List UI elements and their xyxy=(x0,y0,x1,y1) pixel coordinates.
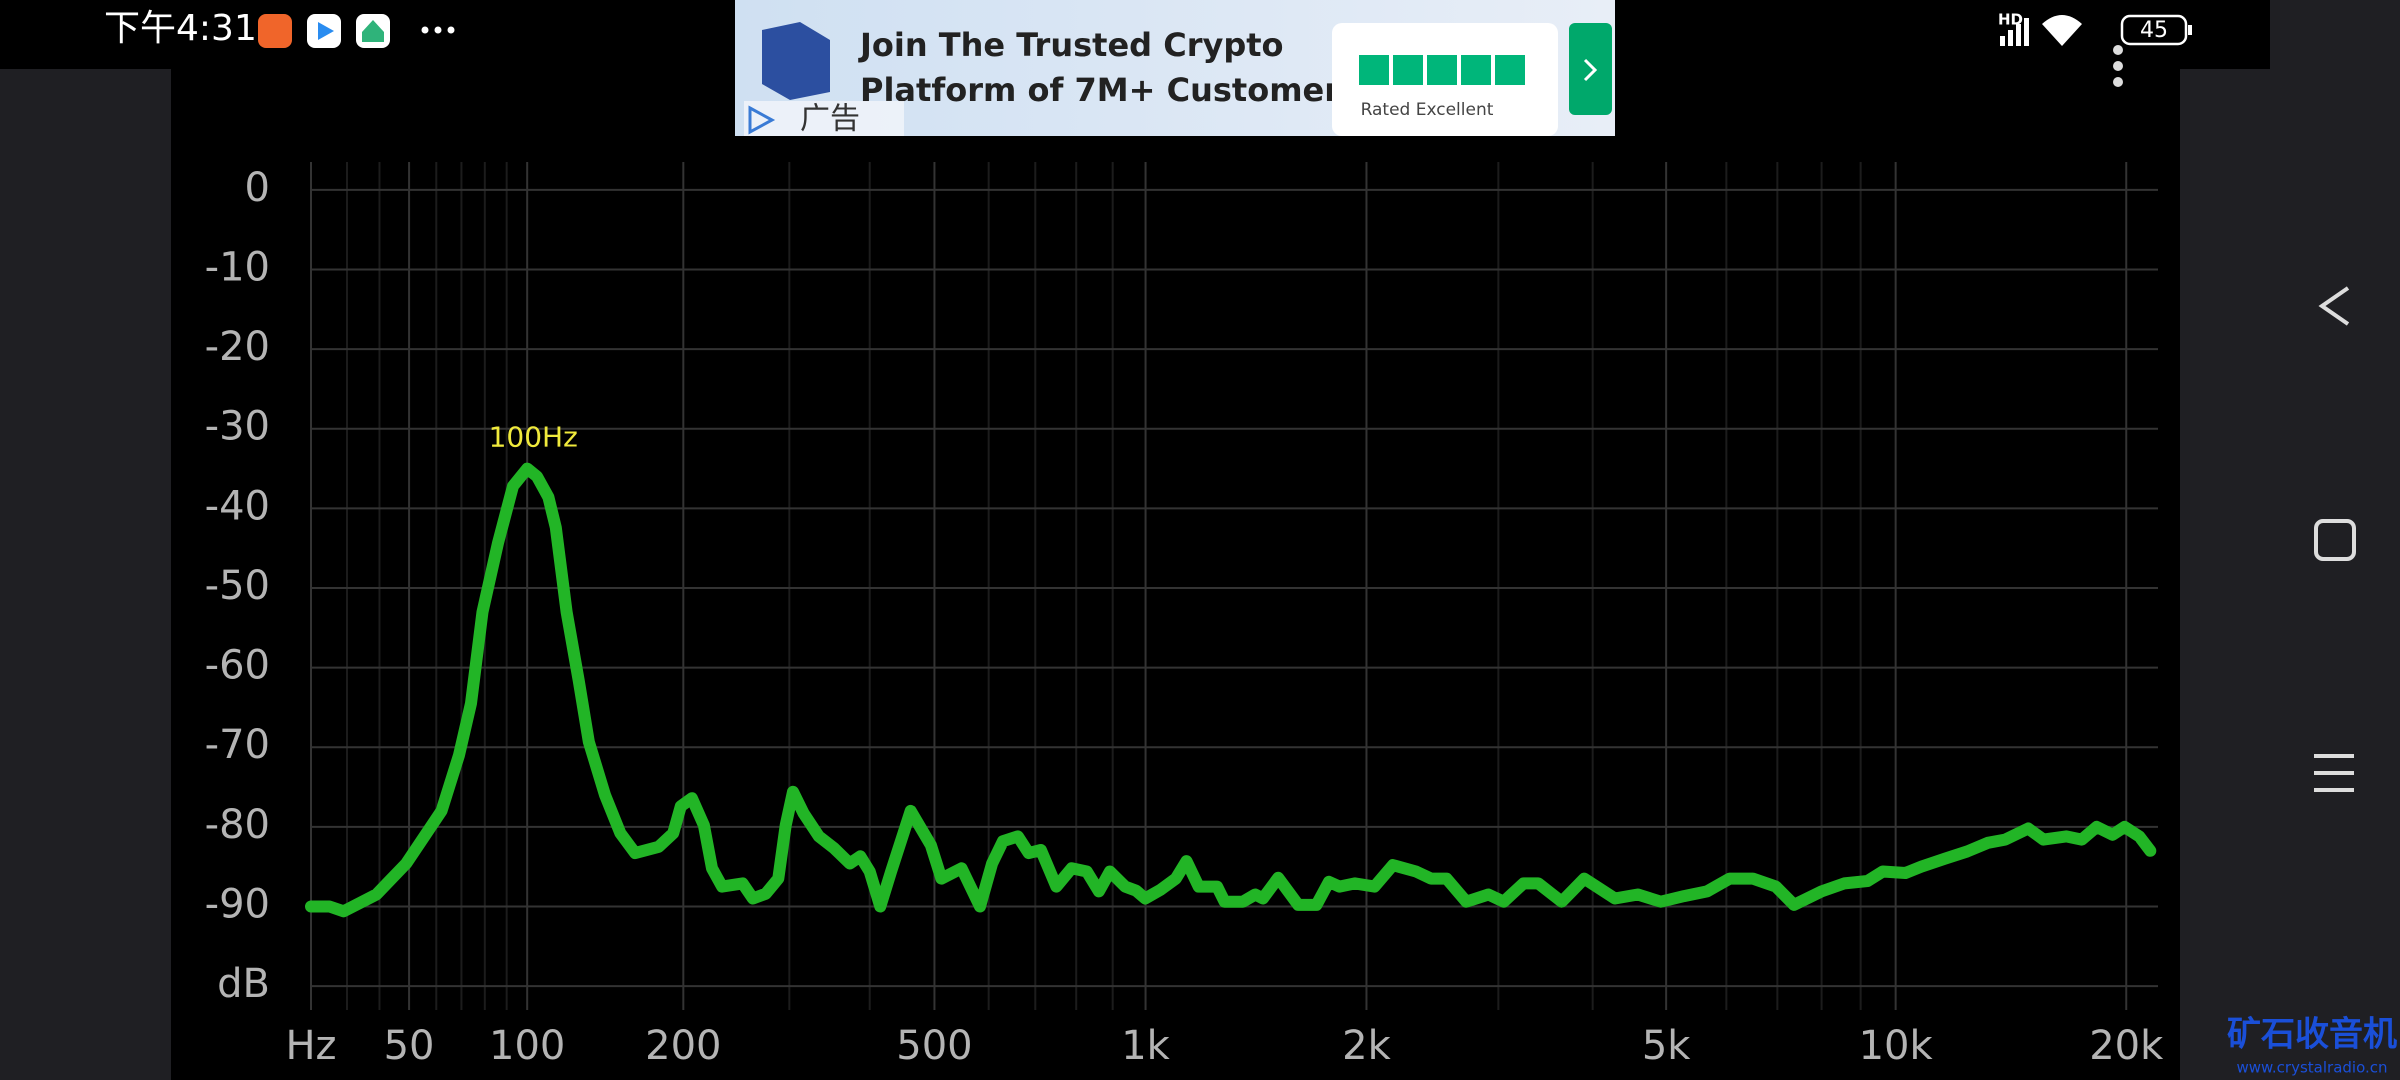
y-tick-label: -80 xyxy=(205,802,270,848)
ad-arrow-button[interactable] xyxy=(1569,23,1612,115)
recents-button[interactable] xyxy=(2314,754,2354,792)
signal-icon xyxy=(2000,18,2029,46)
overflow-menu[interactable] xyxy=(2113,45,2123,87)
y-tick-label: -30 xyxy=(205,404,270,450)
ad-choices xyxy=(748,105,776,135)
ad-line: Join The Trusted Crypto xyxy=(858,26,1284,64)
battery-level: 45 xyxy=(2140,18,2168,43)
x-tick-label: 50 xyxy=(384,1023,435,1069)
app-icon xyxy=(258,14,292,48)
battery-tip xyxy=(2188,25,2192,35)
x-tick-label: 2k xyxy=(1342,1023,1391,1069)
ad-banner[interactable]: Join The Trusted Crypto Platform of 7M+ … xyxy=(735,0,1615,137)
peak-label: 100Hz xyxy=(489,421,578,454)
y-tick-label: -20 xyxy=(205,324,270,370)
y-tick-label: -40 xyxy=(205,483,270,529)
ad-rating: Rated Excellent xyxy=(1361,100,1494,120)
y-tick-label: -60 xyxy=(205,643,270,689)
back-button[interactable] xyxy=(2318,286,2350,326)
app-area xyxy=(171,0,2180,1080)
x-tick-label: 20k xyxy=(2089,1023,2164,1069)
spectrum-line xyxy=(305,462,2157,918)
chart: 0 -10 -20 -30 -40 -50 -60 -70 -80 -90 dB Hz 50 100 200… xyxy=(205,162,2164,1069)
home-button[interactable] xyxy=(2314,519,2356,561)
x-tick-label: Hz xyxy=(285,1023,336,1069)
ad-tag: 广告 xyxy=(800,102,860,137)
watermark-url: www.crystalradio.cn xyxy=(2236,1059,2387,1077)
y-tick-label: -70 xyxy=(205,722,270,768)
x-tick-label: 500 xyxy=(896,1023,972,1069)
battery-icon xyxy=(2120,14,2188,46)
y-tick-label: 0 xyxy=(245,165,270,211)
x-tick-label: 10k xyxy=(1859,1023,1934,1069)
arrow xyxy=(1583,58,1598,82)
wifi-icon xyxy=(2042,15,2082,46)
watermark: 矿石收音机 xyxy=(2227,1015,2397,1055)
x-tick-label: 5k xyxy=(1642,1023,1691,1069)
home-icon xyxy=(362,20,384,42)
y-tick-label: -10 xyxy=(205,244,270,290)
ad-line: Platform of 7M+ Customers xyxy=(860,71,1359,109)
dot xyxy=(447,26,455,34)
ad-logo xyxy=(762,22,830,100)
x-tick-label: 200 xyxy=(645,1023,721,1069)
clock: 下午4:31 xyxy=(104,8,257,49)
dot xyxy=(421,26,429,34)
play-icon xyxy=(318,22,334,40)
y-tick-label: -90 xyxy=(205,881,270,927)
x-tick-label: 1k xyxy=(1121,1023,1170,1069)
y-tick-label: dB xyxy=(217,961,270,1007)
y-tick-label: -50 xyxy=(205,563,270,609)
dot xyxy=(434,26,442,34)
x-tick-label: 100 xyxy=(489,1023,565,1069)
stars xyxy=(1359,55,1525,85)
